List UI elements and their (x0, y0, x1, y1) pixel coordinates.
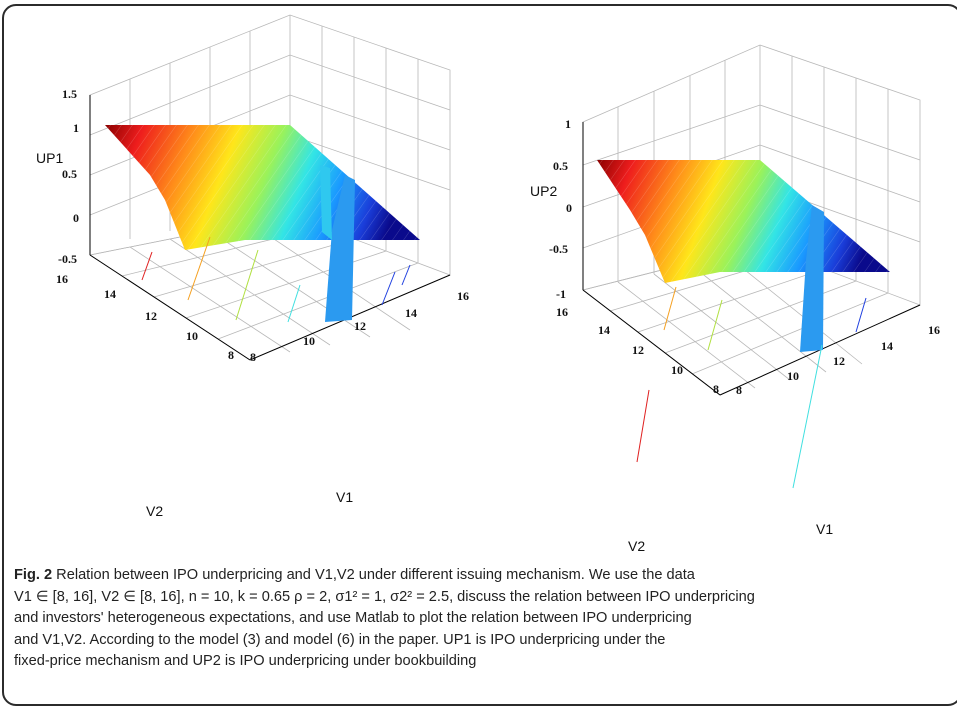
right-plot: 1 0.5 0 -0.5 -1 16 14 12 10 8 8 10 12 14… (530, 44, 940, 554)
right-surface-mesh (597, 160, 890, 283)
left-spike-surface-2 (320, 165, 332, 240)
left-v2-tick-0: 16 (56, 272, 68, 286)
right-x-label: V1 (816, 521, 833, 537)
left-z-tick-2: 0.5 (62, 167, 77, 181)
right-v1-tick-3: 14 (881, 339, 893, 353)
left-spike-surface (325, 175, 355, 322)
caption-line-1: Fig. 2 Relation between IPO underpricing… (14, 565, 944, 587)
right-v1-tick-4: 16 (928, 323, 940, 337)
left-v2-tick-4: 8 (228, 348, 234, 362)
right-v1-tick-1: 10 (787, 369, 799, 383)
right-v1-tick-0: 8 (736, 383, 742, 397)
left-v1-tick-2: 12 (354, 319, 366, 333)
left-v2-tick-1: 14 (104, 287, 116, 301)
right-v2-tick-1: 14 (598, 323, 610, 337)
left-plot: 1.5 1 0.5 0 -0.5 16 14 12 10 8 8 10 12 1… (36, 14, 469, 519)
left-z-tick-1: 1 (73, 121, 79, 135)
right-v2-tick-3: 10 (671, 363, 683, 377)
right-z-label: UP2 (530, 183, 557, 199)
left-z-label: UP1 (36, 150, 63, 166)
left-z-tick-3: 0 (73, 211, 79, 225)
right-z-tick-3: -0.5 (549, 242, 568, 256)
figure-plots: 1.5 1 0.5 0 -0.5 16 14 12 10 8 8 10 12 1… (36, 14, 940, 554)
right-z-tick-0: 1 (565, 117, 571, 131)
left-z-tick-0: 1.5 (62, 87, 77, 101)
right-v2-tick-0: 16 (556, 305, 568, 319)
right-spike-surface (800, 205, 824, 352)
left-v1-tick-4: 16 (457, 289, 469, 303)
figure-caption: Fig. 2 Relation between IPO underpricing… (14, 565, 944, 673)
left-z-tick-4: -0.5 (58, 252, 77, 266)
right-z-tick-4: -1 (556, 287, 566, 301)
left-x-label: V1 (336, 489, 353, 505)
right-y-label: V2 (628, 538, 645, 554)
caption-title-text: Relation between IPO underpricing and V1… (56, 567, 695, 583)
left-v1-tick-0: 8 (250, 350, 256, 364)
right-z-tick-1: 0.5 (553, 159, 568, 173)
right-projections (636, 286, 867, 489)
caption-fig-label: Fig. 2 (14, 567, 53, 583)
left-v2-tick-2: 12 (145, 309, 157, 323)
right-z-tick-2: 0 (566, 201, 572, 215)
left-v1-tick-1: 10 (303, 334, 315, 348)
caption-line-3: and investors' heterogeneous expectation… (14, 610, 692, 626)
left-surface-mesh (105, 125, 420, 250)
right-v2-tick-2: 12 (632, 343, 644, 357)
right-v1-tick-2: 12 (833, 354, 845, 368)
left-y-label: V2 (146, 503, 163, 519)
right-v2-tick-4: 8 (713, 382, 719, 396)
caption-line-5: fixed-price mechanism and UP2 is IPO und… (14, 653, 477, 669)
caption-line-2: V1 ∈ [8, 16], V2 ∈ [8, 16], n = 10, k = … (14, 588, 755, 605)
left-v1-tick-3: 14 (405, 306, 417, 320)
left-v2-tick-3: 10 (186, 329, 198, 343)
left-projections (141, 236, 411, 323)
caption-line-4: and V1,V2. According to the model (3) an… (14, 631, 666, 648)
